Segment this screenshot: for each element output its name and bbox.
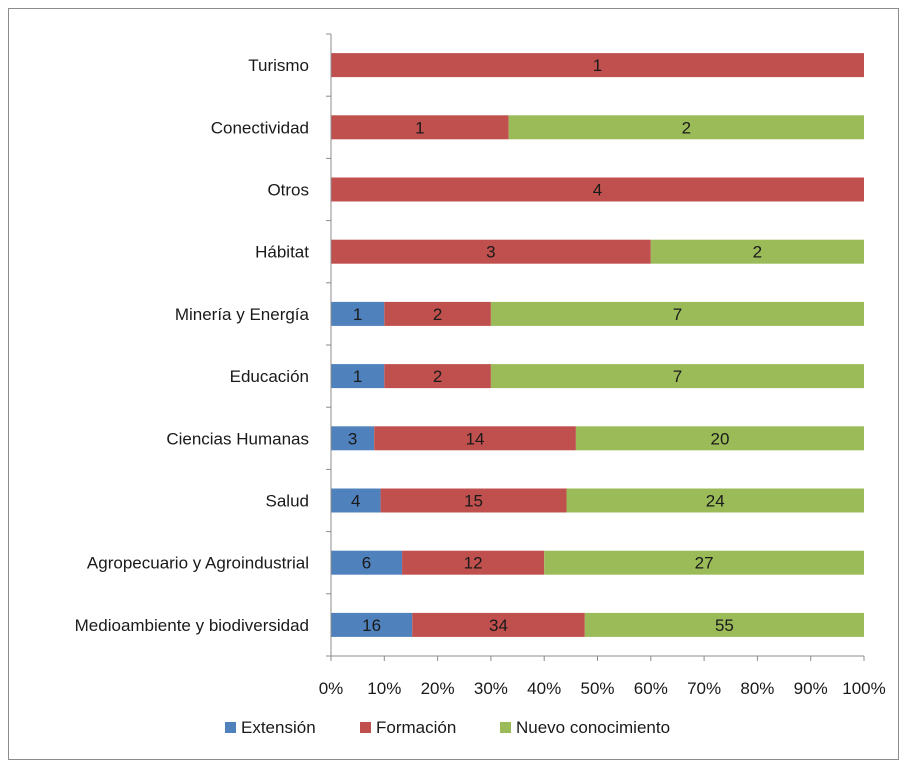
- data-label: 3: [486, 243, 495, 262]
- bar-segment: [380, 488, 567, 513]
- bar-segment: [575, 426, 864, 451]
- bar-segment: [566, 488, 864, 513]
- data-label: 16: [362, 616, 381, 635]
- x-tick-label: 30%: [474, 679, 508, 698]
- bar-segment: [384, 364, 491, 389]
- x-tick-label: 70%: [687, 679, 721, 698]
- data-label: 27: [695, 554, 714, 573]
- bar-segment: [331, 239, 651, 264]
- x-tick-label: 50%: [580, 679, 614, 698]
- bar-segment: [508, 115, 864, 140]
- bar-segment: [331, 301, 385, 326]
- category-label: Salud: [266, 492, 309, 511]
- category-label: Educación: [230, 367, 309, 386]
- bar-segment: [412, 612, 585, 637]
- category-label: Hábitat: [255, 243, 309, 262]
- bar-segment: [490, 364, 864, 389]
- data-label: 2: [682, 118, 691, 137]
- data-label: 2: [753, 243, 762, 262]
- legend-swatch: [225, 722, 236, 733]
- category-label: Turismo: [248, 56, 309, 75]
- category-label: Otros: [267, 181, 309, 200]
- data-label: 6: [362, 554, 371, 573]
- data-label: 7: [673, 367, 682, 386]
- bar-segment: [544, 550, 864, 575]
- bar-segment: [584, 612, 864, 637]
- bar-segment: [331, 612, 413, 637]
- data-label: 7: [673, 305, 682, 324]
- bar-segment: [331, 177, 864, 202]
- bar-segment: [384, 301, 491, 326]
- bar-segment: [331, 53, 864, 78]
- x-tick-label: 100%: [842, 679, 885, 698]
- data-label: 2: [433, 305, 442, 324]
- data-label: 34: [489, 616, 508, 635]
- category-label: Minería y Energía: [175, 305, 310, 324]
- legend-label: Formación: [376, 718, 456, 737]
- x-tick-label: 10%: [367, 679, 401, 698]
- x-tick-label: 90%: [794, 679, 828, 698]
- data-label: 20: [710, 429, 729, 448]
- data-label: 1: [415, 118, 424, 137]
- bar-segment: [402, 550, 545, 575]
- legend-label: Extensión: [241, 718, 316, 737]
- data-label: 1: [593, 56, 602, 75]
- x-tick-label: 0%: [319, 679, 344, 698]
- data-label: 2: [433, 367, 442, 386]
- legend-swatch: [360, 722, 371, 733]
- data-label: 3: [348, 429, 357, 448]
- x-tick-label: 40%: [527, 679, 561, 698]
- bar-segment: [650, 239, 864, 264]
- bar-segment: [331, 426, 375, 451]
- data-label: 4: [593, 181, 602, 200]
- bar-segment: [331, 115, 509, 140]
- bar-segment: [331, 364, 385, 389]
- legend-label: Nuevo conocimiento: [516, 718, 670, 737]
- data-label: 12: [464, 554, 483, 573]
- legend-swatch: [500, 722, 511, 733]
- bar-segment: [331, 550, 403, 575]
- x-tick-label: 20%: [421, 679, 455, 698]
- x-tick-label: 60%: [634, 679, 668, 698]
- bar-segment: [374, 426, 576, 451]
- data-label: 1: [353, 367, 362, 386]
- category-label: Ciencias Humanas: [166, 429, 309, 448]
- data-label: 55: [715, 616, 734, 635]
- bar-segment: [331, 488, 381, 513]
- category-label: Conectividad: [211, 118, 309, 137]
- category-label: Medioambiente y biodiversidad: [75, 616, 309, 635]
- data-label: 1: [353, 305, 362, 324]
- data-label: 14: [466, 429, 485, 448]
- data-label: 4: [351, 492, 360, 511]
- bar-segment: [490, 301, 864, 326]
- chart-frame: [8, 8, 899, 760]
- category-label: Agropecuario y Agroindustrial: [87, 554, 309, 573]
- data-label: 24: [706, 492, 725, 511]
- data-label: 15: [464, 492, 483, 511]
- x-tick-label: 80%: [740, 679, 774, 698]
